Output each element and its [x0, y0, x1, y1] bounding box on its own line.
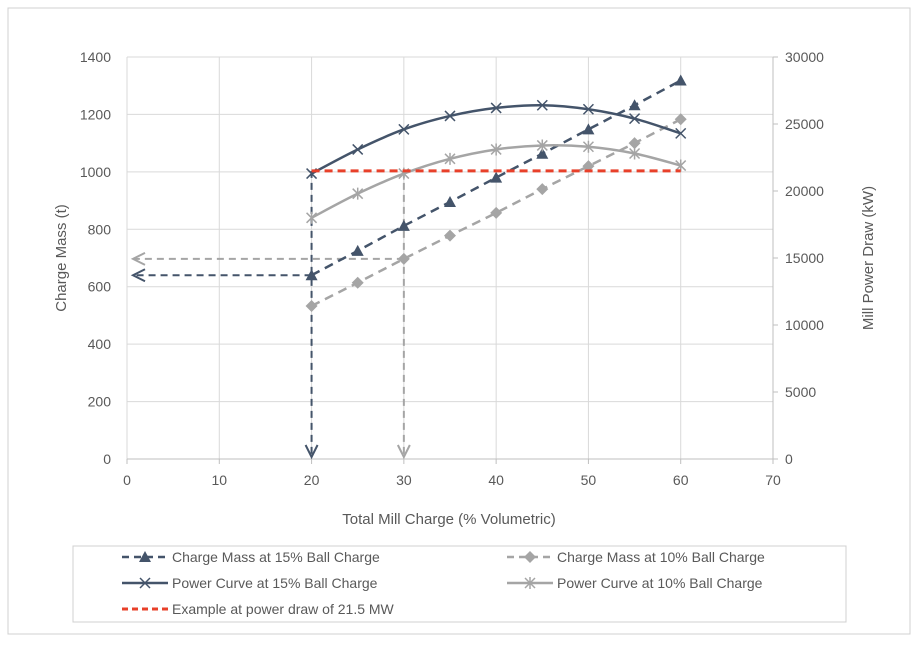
x-tick-label: 10	[211, 472, 227, 488]
y2-tick-label: 20000	[785, 183, 824, 199]
data-point	[629, 113, 641, 125]
x-tick-label: 20	[304, 472, 320, 488]
data-point	[536, 139, 548, 152]
y2-tick-label: 15000	[785, 250, 824, 266]
legend-marker	[139, 551, 151, 562]
data-point	[629, 147, 641, 160]
series-3	[306, 139, 687, 224]
x-tick-label: 0	[123, 472, 131, 488]
data-point	[305, 269, 318, 281]
data-point	[444, 110, 456, 122]
legend-item: Charge Mass at 15% Ball Charge	[122, 549, 380, 565]
legend-label: Example at power draw of 21.5 MW	[172, 601, 395, 617]
x-axis-title: Total Mill Charge (% Volumetric)	[342, 511, 555, 528]
series-line	[311, 118, 682, 308]
data-point	[536, 147, 549, 159]
y-tick-label: 1400	[80, 49, 111, 65]
series-group	[305, 74, 687, 312]
data-point	[490, 102, 502, 114]
y-tick-label: 600	[88, 279, 112, 295]
guide-lines	[130, 170, 411, 460]
data-point	[444, 196, 456, 208]
legend-item: Charge Mass at 10% Ball Charge	[507, 549, 765, 565]
gridlines	[126, 56, 774, 460]
arrow-head	[396, 444, 411, 460]
data-point	[628, 137, 641, 150]
data-point	[582, 103, 594, 115]
legend-label: Charge Mass at 10% Ball Charge	[557, 549, 765, 565]
legend-item: Power Curve at 10% Ball Charge	[507, 575, 763, 591]
y-tick-label: 400	[88, 336, 112, 352]
legend-label: Power Curve at 15% Ball Charge	[172, 575, 378, 591]
data-point	[351, 276, 364, 289]
arrow-head	[130, 268, 146, 283]
tick-labels: 0200400600800100012001400050001000015000…	[80, 49, 824, 488]
arrow-head	[304, 444, 319, 460]
legend-item: Power Curve at 15% Ball Charge	[122, 575, 378, 591]
data-point	[398, 123, 410, 135]
y-tick-label: 1000	[80, 164, 111, 180]
series-1	[305, 113, 687, 312]
x-tick-label: 30	[396, 472, 412, 488]
legend-marker	[139, 577, 151, 589]
x-tick-label: 70	[765, 472, 781, 488]
data-point	[628, 99, 641, 111]
data-point	[490, 143, 502, 156]
legend-label: Charge Mass at 15% Ball Charge	[172, 549, 380, 565]
y2-tick-label: 10000	[785, 317, 824, 333]
data-point	[444, 152, 456, 165]
y-tick-label: 800	[88, 221, 112, 237]
y2-tick-label: 25000	[785, 116, 824, 132]
legend-marker	[524, 577, 536, 589]
y-tick-label: 1200	[80, 106, 111, 122]
data-point	[582, 160, 595, 173]
x-tick-label: 60	[673, 472, 689, 488]
data-point	[674, 74, 687, 86]
data-point	[306, 211, 318, 224]
data-point	[352, 143, 364, 155]
series-line	[310, 79, 682, 277]
data-point	[582, 140, 594, 153]
legend-marker	[524, 551, 536, 563]
data-point	[397, 219, 410, 231]
series-2	[306, 99, 687, 180]
x-tick-label: 50	[581, 472, 597, 488]
y-tick-label: 200	[88, 394, 112, 410]
data-point	[397, 252, 410, 265]
y-tick-label: 0	[103, 451, 111, 467]
axes	[126, 56, 778, 464]
x-tick-label: 40	[488, 472, 504, 488]
legend: Charge Mass at 15% Ball Charge Charge Mas…	[122, 549, 765, 617]
data-point	[536, 99, 548, 111]
y-axis-title: Charge Mass (t)	[53, 204, 70, 312]
data-point	[305, 299, 318, 312]
legend-label: Power Curve at 10% Ball Charge	[557, 575, 763, 591]
data-point	[352, 187, 364, 200]
y2-tick-label: 0	[785, 451, 793, 467]
data-point	[674, 113, 687, 126]
data-point	[490, 171, 503, 183]
data-point	[444, 229, 456, 242]
legend-item: Example at power draw of 21.5 MW	[122, 601, 395, 617]
data-point	[536, 183, 549, 196]
data-point	[582, 123, 595, 135]
legend-box	[72, 545, 847, 623]
chart-border	[7, 7, 911, 635]
arrow-head	[130, 251, 146, 266]
y2-tick-label: 30000	[785, 49, 824, 65]
data-point	[675, 127, 687, 139]
data-point	[351, 244, 364, 256]
y2-axis-title: Mill Power Draw (kW)	[860, 186, 877, 330]
data-point	[490, 206, 503, 219]
series-0	[305, 74, 687, 281]
y2-tick-label: 5000	[785, 384, 816, 400]
